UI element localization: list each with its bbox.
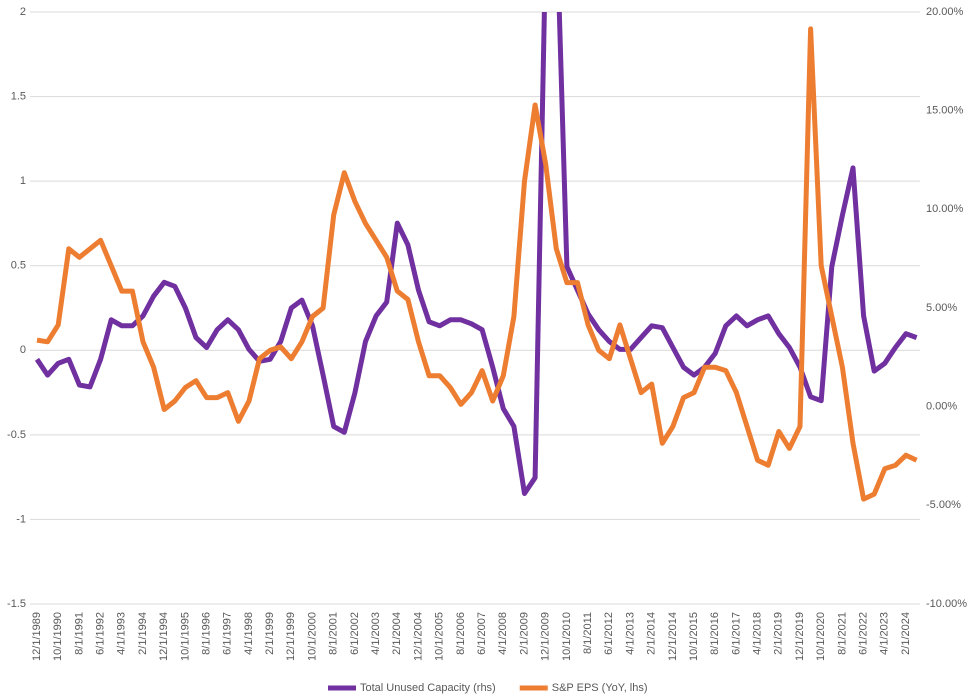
y2-tick-label: -10.00% <box>926 598 967 610</box>
x-tick-label: 8/1/1991 <box>73 612 85 655</box>
y2-tick-label: 15.00% <box>926 105 964 117</box>
legend-label: S&P EPS (YoY, lhs) <box>552 682 648 694</box>
x-tick-label: 8/1/2016 <box>709 612 721 655</box>
x-tick-label: 2/1/2009 <box>518 612 530 655</box>
x-tick-label: 12/1/2009 <box>540 612 552 661</box>
x-tick-label: 2/1/2014 <box>646 612 658 655</box>
x-tick-label: 8/1/2021 <box>836 612 848 655</box>
x-tick-label: 8/1/2006 <box>455 612 467 655</box>
x-tick-label: 12/1/2019 <box>794 612 806 661</box>
x-tick-label: 12/1/1999 <box>285 612 297 661</box>
y-tick-label: 0 <box>20 344 26 356</box>
x-tick-label: 10/1/1995 <box>179 612 191 661</box>
series-line <box>34 12 918 496</box>
x-tick-label: 6/1/2022 <box>858 612 870 655</box>
x-tick-label: 12/1/1994 <box>158 612 170 661</box>
plot-area <box>34 12 918 502</box>
x-tick-label: 10/1/2015 <box>688 612 700 661</box>
x-tick-label: 4/1/2013 <box>624 612 636 655</box>
x-tick-label: 4/1/1998 <box>243 612 255 655</box>
y-tick-label: 0.5 <box>11 260 26 272</box>
x-tick-label: 10/1/2010 <box>561 612 573 661</box>
y2-tick-label: 20.00% <box>926 6 964 18</box>
x-tick-label: 4/1/1993 <box>116 612 128 655</box>
x-tick-label: 10/1/2020 <box>815 612 827 661</box>
x-tick-label: 2/1/1994 <box>137 612 149 655</box>
x-tick-label: 6/1/2002 <box>349 612 361 655</box>
x-tick-label: 12/1/1989 <box>31 612 43 661</box>
x-tick-label: 4/1/2023 <box>879 612 891 655</box>
y2-tick-label: -5.00% <box>926 499 961 511</box>
x-tick-label: 6/1/2012 <box>603 612 615 655</box>
x-tick-label: 12/1/2004 <box>412 612 424 661</box>
x-tick-label: 2/1/2004 <box>391 612 403 655</box>
y2-tick-label: 5.00% <box>926 302 957 314</box>
x-tick-label: 6/1/2007 <box>476 612 488 655</box>
x-tick-label: 10/1/1990 <box>52 612 64 661</box>
legend-label: Total Unused Capacity (rhs) <box>360 682 496 694</box>
y2-tick-label: 10.00% <box>926 203 964 215</box>
y-tick-label: 1 <box>20 175 26 187</box>
y2-tick-label: 0.00% <box>926 401 957 413</box>
x-tick-label: 4/1/2003 <box>370 612 382 655</box>
y-tick-label: -1.5 <box>7 598 26 610</box>
x-tick-label: 6/1/2017 <box>730 612 742 655</box>
x-tick-label: 4/1/2008 <box>497 612 509 655</box>
x-tick-label: 10/1/2000 <box>306 612 318 661</box>
x-tick-label: 6/1/1992 <box>94 612 106 655</box>
y-tick-label: 2 <box>20 6 26 18</box>
x-tick-label: 2/1/2019 <box>773 612 785 655</box>
x-tick-label: 10/1/2005 <box>434 612 446 661</box>
x-tick-label: 8/1/2011 <box>582 612 594 654</box>
x-tick-label: 2/1/2024 <box>900 612 912 655</box>
y-tick-label: -1 <box>16 513 26 525</box>
y-tick-label: -0.5 <box>7 429 26 441</box>
x-tick-label: 12/1/2014 <box>667 612 679 661</box>
x-tick-label: 2/1/1999 <box>264 612 276 655</box>
x-tick-label: 8/1/2001 <box>328 612 340 655</box>
series-line <box>36 26 918 502</box>
y-tick-label: 1.5 <box>11 90 26 102</box>
x-tick-label: 6/1/1997 <box>222 612 234 655</box>
x-tick-label: 4/1/2018 <box>752 612 764 655</box>
x-tick-label: 8/1/1996 <box>200 612 212 655</box>
